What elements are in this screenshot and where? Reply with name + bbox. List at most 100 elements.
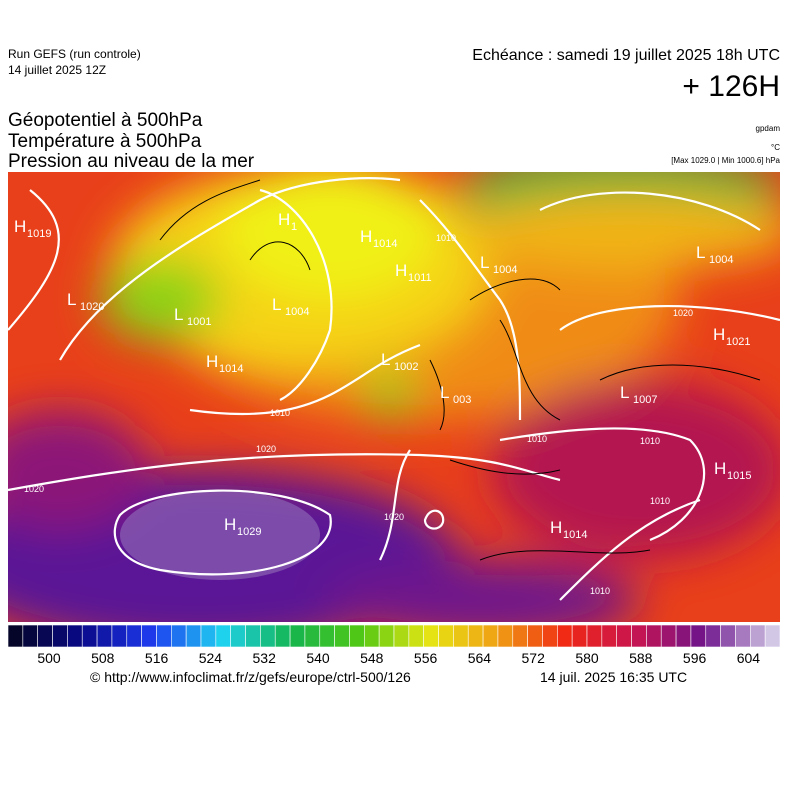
colorbar-swatch [274,624,291,648]
center-letter: L [696,243,705,262]
colorbar-swatch [690,624,707,648]
colorbar: 500 508 516 524 532 540 548 556 564 572 580 588 596 6… [7,624,781,666]
center-letter: L [480,253,489,272]
center-value: 1007 [633,394,657,406]
colorbar-label: 524 [199,650,223,666]
isobar-label: 1020 [24,484,44,494]
colorbar-swatch [156,624,172,648]
center-letter: H [14,217,26,236]
isobar-label: 1010 [527,434,547,444]
footer-time: 14 juil. 2025 16:35 UTC [540,669,687,685]
center-value: 1002 [394,361,418,373]
center-value: 1004 [709,254,733,266]
colorbar-swatch [616,624,632,648]
center-value: 003 [453,394,471,406]
center-value: 1001 [187,316,211,328]
colorbar-swatch [601,624,617,648]
colorbar-swatch [750,624,766,648]
colorbar-swatch [764,624,781,648]
center-value: 1014 [373,238,397,250]
colorbar-swatch [171,624,187,648]
center-value: 1019 [27,228,51,240]
colorbar-swatch [705,624,721,648]
colorbar-label: 572 [522,650,546,666]
center-letter: H [713,325,725,344]
center-value: 1020 [80,301,104,313]
center-value: 1011 [408,272,432,284]
center-letter: H [714,459,726,478]
colorbar-swatch [660,624,677,648]
colorbar-swatch [81,624,98,648]
colorbar-label: 548 [360,650,384,666]
colorbar-swatch [245,624,261,648]
colorbar-swatch [453,624,469,648]
center-value: 1014 [219,363,243,375]
colorbar-swatch [423,624,439,648]
isobar-label: 1020 [256,444,276,454]
colorbar-label: 500 [37,650,61,666]
colorbar-swatch [512,624,528,648]
field-2: Température à 500hPa [8,131,202,152]
run: Run GEFS (run controle) [8,47,141,61]
center-letter: L [67,290,76,309]
center-letter: L [272,295,281,314]
colorbar-swatch [52,624,68,648]
center-value: 1029 [237,526,261,538]
unit-pressure: [Max 1029.0 | Min 1000.6] hPa [671,156,780,165]
center-value: 1014 [563,529,587,541]
field-1: Géopotentiel à 500hPa [8,110,203,131]
center-value: 1004 [493,264,517,276]
isobar-label: 1010 [590,586,610,596]
colorbar-swatch [67,624,83,648]
colorbar-swatch [260,624,276,648]
colorbar-swatch [557,624,573,648]
isobar-label: 1020 [384,512,404,522]
colorbar-label: 532 [253,650,277,666]
colorbar-label: 540 [306,650,330,666]
colorbar-swatch [393,624,410,648]
colorbar-swatch [96,624,113,648]
center-value: 1021 [726,336,750,348]
isobar-label: 1010 [640,436,660,446]
colorbar-swatch [319,624,335,648]
colorbar-swatch [289,624,306,648]
colorbar-swatch [527,624,543,648]
colorbar-swatch [7,624,24,648]
center-letter: L [620,383,629,402]
colorbar-swatch [408,624,424,648]
colorbar-swatch [126,624,142,648]
run-date: 14 juillet 2025 12Z [8,63,106,77]
colorbar-label: 556 [414,650,438,666]
valid-time: Echéance : samedi 19 juillet 2025 18h UT… [472,47,780,64]
colorbar-swatch [735,624,751,648]
isobar-label: 1020 [673,308,693,318]
colorbar-label: 508 [91,650,115,666]
colorbar-swatch [542,624,558,648]
colorbar-swatch [720,624,736,648]
isobar-label: 1010 [270,408,290,418]
colorbar-swatch [482,624,499,648]
center-letter: L [174,305,183,324]
center-value: 1015 [727,470,751,482]
colorbar-label: 564 [468,650,492,666]
center-letter: H [550,518,562,537]
colorbar-swatch [364,624,380,648]
center-letter: H [206,352,218,371]
unit-gpdam: gpdam [756,124,781,133]
isobar-label: 1010 [436,233,456,243]
colorbar-swatch [304,624,321,648]
colorbar-swatch [334,624,350,648]
colorbar-swatch [438,624,454,648]
colorbar-swatch [631,624,647,648]
colorbar-label: 596 [683,650,707,666]
colorbar-label: 516 [145,650,169,666]
colorbar-swatch [22,624,38,648]
colorbar-swatch [141,624,157,648]
center-letter: L [440,383,449,402]
footer-url: © http://www.infoclimat.fr/z/gefs/europe… [90,669,411,685]
colorbar-swatch [349,624,365,648]
colorbar-swatch [467,624,484,648]
colorbar-swatch [646,624,662,648]
